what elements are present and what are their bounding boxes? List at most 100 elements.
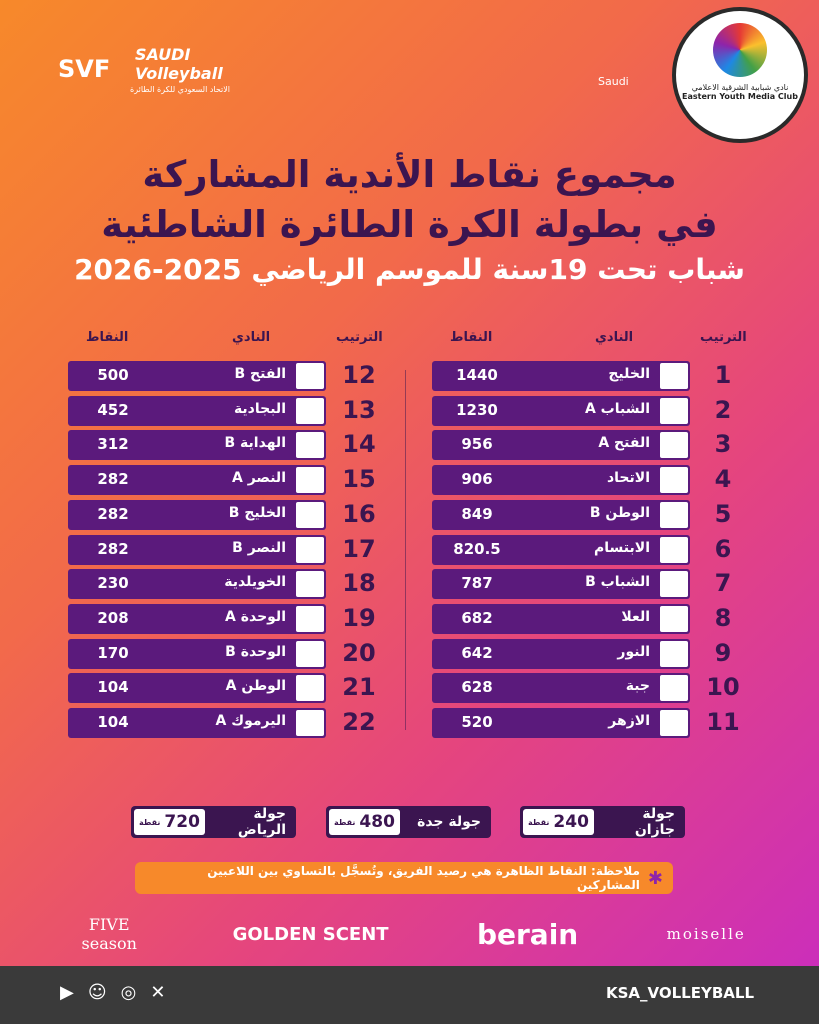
club-logo: [296, 536, 324, 563]
round-box: جولة الرياض 720 نقطة: [131, 806, 296, 838]
column-header: النادي: [595, 330, 634, 345]
rank: 8: [714, 603, 732, 632]
row-bar: الوحدة B 170: [68, 638, 326, 669]
points: 787: [461, 574, 493, 593]
title-line: مجموع نقاط الأندية المشاركة: [142, 153, 677, 196]
instagram-icon[interactable]: ◎: [120, 982, 137, 1003]
column-header: النقاط: [86, 330, 129, 345]
points: 1440: [456, 366, 498, 384]
points: 452: [97, 400, 129, 419]
club-name: الوحدة B: [225, 643, 286, 660]
sponsor: berain: [476, 917, 579, 951]
row-bar: الازهر 520: [432, 708, 690, 738]
club-logo: [296, 640, 324, 667]
points: 282: [97, 470, 129, 489]
snapchat-icon[interactable]: ☺: [87, 982, 107, 1003]
club-name: النصر B: [232, 539, 286, 556]
club-name-ar: نادي شبابية الشرقية الاعلامي: [691, 83, 789, 92]
club-logo: [660, 710, 688, 736]
note: ملاحظة: النقاط الظاهرة هي رصيد الفريق، و…: [207, 864, 640, 892]
federation-name: الاتحاد السعودي للكرة الطائرة: [130, 85, 231, 94]
youtube-icon[interactable]: ▶: [60, 982, 74, 1003]
social-icons: ▶ ☺ ◎ ✕: [60, 982, 165, 1003]
club-logo: [296, 467, 324, 494]
column-header: النقاط: [450, 330, 493, 345]
rank: 10: [706, 673, 740, 702]
rank: 17: [342, 534, 376, 563]
rank: 5: [714, 499, 732, 528]
round-name: جولة الرياض: [237, 806, 286, 838]
club-logo: [296, 710, 324, 736]
row-bar: البجادية 452: [68, 395, 326, 426]
club-logo: [296, 605, 324, 632]
row-bar: النور 642: [432, 638, 690, 669]
row-bar: الهداية B 312: [68, 430, 326, 461]
note-icon: ✱: [647, 867, 663, 889]
round-points: 240: [553, 812, 589, 832]
rank: 7: [714, 569, 732, 598]
column-header: الترتيب: [700, 330, 747, 345]
club-name: الخليج: [608, 366, 650, 382]
club-logo: [296, 363, 324, 389]
points: 1230: [456, 400, 498, 419]
round-points-box: 480 نقطة: [329, 809, 400, 835]
row-bar: الابتسام 820.5: [432, 534, 690, 565]
points: 849: [461, 504, 493, 523]
sponsor: FIVE season: [81, 915, 137, 953]
rank: 22: [342, 708, 376, 736]
volleyball-logo: SAUDI Volleyball: [135, 45, 223, 83]
round-points-box: 240 نقطة: [523, 809, 594, 835]
club-name: الوحدة A: [225, 608, 286, 625]
points: 170: [97, 643, 129, 662]
round-points: 720: [164, 812, 200, 832]
row-bar: الخليج 1440: [432, 361, 690, 391]
footer: ▶ ☺ ◎ ✕ KSA_VOLLEYBALL: [0, 966, 819, 1024]
round-unit: نقطة: [334, 817, 356, 827]
club-emblem: [713, 23, 767, 77]
club-name: الابتسام: [594, 539, 650, 556]
x-icon[interactable]: ✕: [150, 982, 166, 1003]
row-bar: الوطن A 104: [68, 673, 326, 704]
club-logo: [660, 675, 688, 702]
sponsor: GOLDEN SCENT: [232, 923, 389, 945]
rank: 21: [342, 673, 376, 702]
round-unit: نقطة: [528, 817, 550, 827]
sponsors: FIVE season GOLDEN SCENT berain moiselle: [30, 915, 790, 953]
round-points: 480: [359, 812, 395, 832]
club-name: اليرموك A: [215, 713, 286, 729]
round-unit: نقطة: [139, 817, 161, 827]
subtitle: شباب تحت 19سنة للموسم الرياضي 2025-2026: [74, 253, 745, 286]
club-name: البجادية: [233, 400, 286, 417]
row-bar: الفتح A 956: [432, 430, 690, 461]
club-logo: [296, 397, 324, 424]
points: 906: [461, 470, 493, 489]
rank: 2: [714, 395, 732, 424]
row-bar: اليرموك A 104: [68, 708, 326, 738]
rank: 18: [342, 569, 376, 598]
club-name: جبة: [625, 678, 650, 695]
club-name: الفتح A: [598, 435, 650, 452]
rank: 1: [714, 361, 732, 389]
club-logo: [296, 432, 324, 459]
row-bar: الوطن B 849: [432, 499, 690, 530]
column-header: النادي: [232, 330, 271, 345]
row-bar: الشباب B 787: [432, 569, 690, 600]
svf-logo: SVF: [58, 55, 111, 83]
round-points-box: 720 نقطة: [134, 809, 205, 835]
row-bar: الشباب A 1230: [432, 395, 690, 426]
round-box: جولة جدة 480 نقطة: [326, 806, 491, 838]
club-logo: [660, 467, 688, 494]
rank: 19: [342, 603, 376, 632]
rank: 3: [714, 430, 732, 459]
points: 312: [97, 435, 129, 454]
club-logo: [660, 605, 688, 632]
row-bar: الفتح B 500: [68, 361, 326, 391]
club-name: الفتح B: [234, 366, 286, 382]
saudi-logo: Saudi: [598, 75, 629, 88]
points: 820.5: [453, 539, 501, 558]
rank: 15: [342, 465, 376, 494]
row-bar: الاتحاد 906: [432, 465, 690, 496]
title: مجموع نقاط الأندية المشاركة في بطولة الك…: [0, 150, 819, 290]
club-name: النور: [617, 643, 650, 660]
